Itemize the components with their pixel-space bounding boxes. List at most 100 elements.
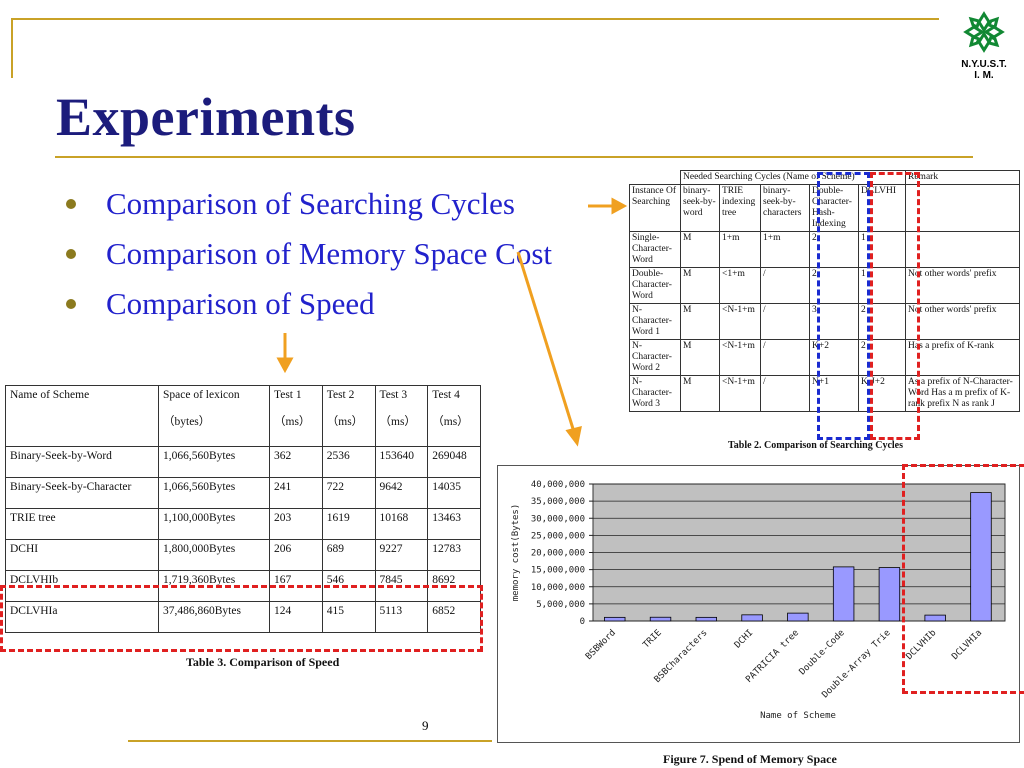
table3-cell: DCLVHIa (5, 601, 159, 633)
table3-col-header: Test 3 （ms） (374, 385, 429, 447)
table3-cell: 124 (269, 601, 323, 633)
table3-header-row: Name of Scheme Space of lexicon （bytes） T… (5, 385, 481, 447)
bullet-item: Comparison of Searching Cycles (66, 182, 552, 232)
arrow-diagonal-icon (516, 251, 576, 433)
table2-cell: / (760, 375, 810, 412)
table2-cell: As a prefix of N-Character-Word Has a m … (905, 375, 1020, 412)
table2-cell: 1+m (719, 231, 761, 268)
left-accent-line (11, 18, 13, 78)
table2-cell: <N-1+m (719, 303, 761, 340)
table-row: N-Character-Word 2 M <N-1+m / K+2 2 Has … (629, 339, 1020, 376)
table-row: DCHI 1,800,000Bytes 206 689 9227 12783 (5, 539, 481, 571)
table3-col-header: Test 4 （ms） (427, 385, 481, 447)
y-tick-label: 40,000,000 (531, 480, 585, 490)
table2-cell: 1 (858, 231, 906, 268)
bar-bsbword (604, 616, 626, 622)
table3-cell: 362 (269, 446, 323, 478)
logo-line-1: N.Y.U.S.T. (961, 59, 1007, 70)
bullet-dot-icon (66, 249, 76, 259)
bullet-text: Comparison of Speed (106, 286, 375, 321)
table3-cell: Binary-Seek-by-Word (5, 446, 159, 478)
table2-cell: N-Character-Word 3 (629, 375, 681, 412)
table3-cell: 153640 (374, 446, 429, 478)
table3-cell: 1,800,000Bytes (158, 539, 270, 571)
y-tick-label: 5,000,000 (536, 600, 585, 610)
table2-col-header: TRIE indexing tree (719, 184, 761, 232)
table3-caption: Table 3. Comparison of Speed (186, 655, 340, 669)
bullet-text: Comparison of Searching Cycles (106, 186, 515, 221)
table-row: Single-Character-Word M 1+m 1+m 2 1 (629, 231, 1020, 268)
table2-cell (905, 231, 1020, 268)
table3-col-header: Space of lexicon （bytes） (158, 385, 270, 447)
double-character-highlight (817, 172, 870, 440)
table3-cell: 1,066,560Bytes (158, 477, 270, 509)
university-logo: N.Y.U.S.T. I. M. (954, 10, 1014, 81)
bullet-item: Comparison of Memory Space Cost (66, 232, 552, 282)
bullet-list: Comparison of Searching Cycles Compariso… (66, 182, 552, 332)
table3-cell: 5113 (374, 601, 429, 633)
slide-title: Experiments (56, 87, 356, 147)
logo-line-2: I. M. (974, 70, 994, 81)
table2-cell: <N-1+m (719, 375, 761, 412)
table2-col-header: binary-seek-by-characters (760, 184, 810, 232)
table2-cell: Not other words' prefix (905, 267, 1020, 304)
table3-cell: 37,486,860Bytes (158, 601, 270, 633)
bar-dchi (741, 614, 763, 622)
arrow-right-head-icon (611, 197, 628, 215)
bar-patricia-tree (787, 612, 809, 622)
bullet-dot-icon (66, 199, 76, 209)
bottom-accent-line (128, 740, 492, 742)
dclvhi-rows-highlight (0, 585, 483, 652)
table2-col-header: Instance Of Searching (629, 184, 681, 232)
bullet-dot-icon (66, 299, 76, 309)
table-row: N-Character-Word 3 M <N-1+m / N+1 K-J+2 … (629, 375, 1020, 412)
table3-cell: 10168 (374, 508, 429, 540)
table3-cell: 13463 (427, 508, 481, 540)
bar-double-array-trie (878, 567, 901, 622)
table3-cell: 14035 (427, 477, 481, 509)
table3-cell: 2536 (321, 446, 376, 478)
arrow-down-head-icon (276, 357, 294, 374)
table3-cell: 6852 (427, 601, 481, 633)
y-tick-label: 35,000,000 (531, 497, 585, 507)
dclvhi-bars-highlight (902, 464, 1024, 694)
y-tick-label: 10,000,000 (531, 583, 585, 593)
table3-col-header: Name of Scheme (5, 385, 159, 447)
table2-cell: 2 (858, 303, 906, 340)
bullet-text: Comparison of Memory Space Cost (106, 236, 553, 271)
table3-cell: 9227 (374, 539, 429, 571)
table-row: TRIE tree 1,100,000Bytes 203 1619 10168 … (5, 508, 481, 540)
bar-trie (649, 616, 672, 622)
table-row: N-Character-Word 1 M <N-1+m / 3 2 Not ot… (629, 303, 1020, 340)
dclvhi-highlight (870, 172, 920, 440)
bar-dclvhib (924, 614, 946, 622)
table2-caption: Table 2. Comparison of Searching Cycles (728, 440, 904, 451)
table2-cell: / (760, 339, 810, 376)
memory-space-chart: 0 5,000,000 10,000,000 15,000,000 20,000,000… (511, 480, 1006, 721)
table3-col-header: Test 1 （ms） (269, 385, 323, 447)
y-tick-label: 0 (580, 617, 585, 627)
table3-cell: 689 (321, 539, 376, 571)
x-axis-label: Name of Scheme (760, 711, 836, 721)
memory-chart-frame: 0 5,000,000 10,000,000 15,000,000 20,000,000… (497, 465, 1020, 743)
y-tick-label: 25,000,000 (531, 531, 585, 541)
bar-dclvhia (970, 492, 992, 622)
searching-cycles-table: Needed Searching Cycles (Name of Scheme)… (629, 170, 1020, 412)
table3-cell: 722 (321, 477, 376, 509)
page-number: 9 (422, 718, 429, 733)
table2-cell: Not other words' prefix (905, 303, 1020, 340)
table2-cell: M (680, 303, 720, 340)
y-tick-label: 15,000,000 (531, 566, 585, 576)
table-row: Binary-Seek-by-Character 1,066,560Bytes … (5, 477, 481, 509)
y-tick-label: 20,000,000 (531, 549, 585, 559)
snowflake-logo-icon (963, 11, 1005, 53)
bar-bsbcharacters (695, 616, 718, 622)
y-axis-label: memory cost(Bytes) (511, 504, 521, 602)
bullet-item: Comparison of Speed (66, 282, 552, 332)
table3-cell: 415 (321, 601, 376, 633)
bar-double-code (832, 566, 855, 622)
top-accent-line (11, 18, 939, 20)
table2-cell: Double-Character-Word (629, 267, 681, 304)
table3-cell: 1,100,000Bytes (158, 508, 270, 540)
